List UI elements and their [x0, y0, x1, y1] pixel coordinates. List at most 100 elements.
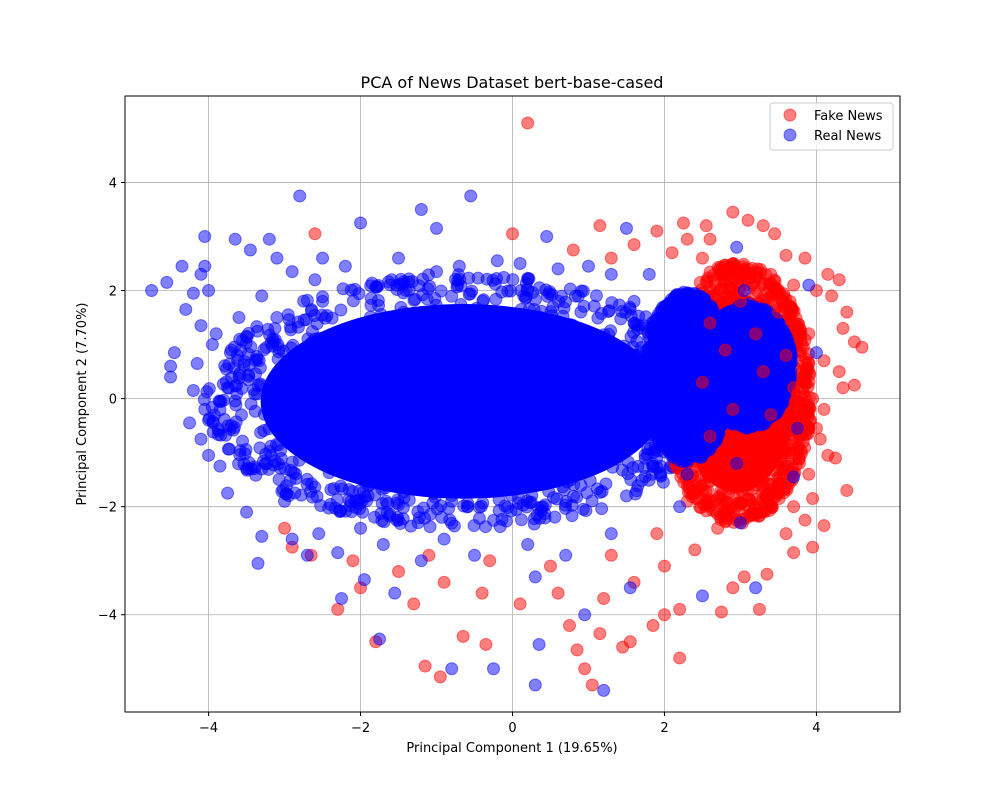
- real-news-point: [190, 356, 204, 370]
- real-news-point: [270, 251, 284, 265]
- fake-news-point: [657, 559, 671, 573]
- fake-news-point: [817, 402, 831, 416]
- real-news-point: [194, 267, 208, 281]
- real-news-point: [461, 499, 475, 513]
- real-news-point: [589, 289, 603, 303]
- fake-news-point: [809, 421, 823, 435]
- x-tick-label: 2: [660, 721, 668, 736]
- real-news-point: [308, 273, 322, 287]
- real-news-point: [489, 272, 503, 286]
- real-news-point: [665, 375, 679, 389]
- real-news-point: [198, 229, 212, 243]
- fake-news-point: [718, 462, 732, 476]
- real-news-point: [663, 416, 677, 430]
- real-news-point: [305, 490, 319, 504]
- real-news-point: [316, 251, 330, 265]
- x-tick-label: −4: [199, 721, 218, 736]
- real-news-point: [528, 570, 542, 584]
- real-news-point: [285, 265, 299, 279]
- fake-news-point: [513, 597, 527, 611]
- real-news-point: [585, 494, 599, 508]
- fake-news-point: [278, 521, 292, 535]
- real-news-point: [626, 461, 640, 475]
- real-news-point: [322, 466, 336, 480]
- real-news-point: [392, 251, 406, 265]
- fake-news-point: [346, 554, 360, 568]
- fake-news-point: [597, 592, 611, 606]
- real-news-point: [477, 293, 491, 307]
- fake-news-point: [840, 483, 854, 497]
- real-news-point: [167, 346, 181, 360]
- real-news-point: [336, 282, 350, 296]
- fake-news-point: [728, 259, 742, 273]
- real-news-point: [550, 466, 564, 480]
- fake-news-point: [418, 659, 432, 673]
- real-news-point: [221, 381, 235, 395]
- real-news-point: [630, 334, 644, 348]
- real-news-point: [445, 516, 459, 530]
- real-news-point: [738, 315, 752, 329]
- fake-news-point: [475, 586, 489, 600]
- fake-news-point: [801, 403, 815, 417]
- fake-news-point: [777, 287, 791, 301]
- fake-news-point: [742, 508, 756, 522]
- fake-news-point: [764, 267, 778, 281]
- real-news-point: [402, 475, 416, 489]
- fake-news-point: [680, 232, 694, 246]
- real-news-point: [597, 683, 611, 697]
- fake-news-point: [506, 227, 519, 241]
- real-news-point: [465, 284, 479, 298]
- real-news-point: [647, 355, 661, 369]
- fake-news-point: [806, 392, 820, 406]
- fake-news-point: [627, 238, 641, 252]
- real-news-point: [239, 329, 253, 343]
- fake-news-point: [593, 219, 607, 233]
- fake-news-point: [779, 348, 793, 362]
- real-news-point: [647, 460, 661, 474]
- real-news-point: [362, 477, 376, 491]
- fake-news-point: [699, 504, 713, 518]
- real-news-point: [454, 298, 468, 312]
- fake-news-point: [749, 271, 763, 285]
- fake-news-point: [817, 519, 831, 533]
- real-news-point: [241, 373, 255, 387]
- fake-news-point: [802, 327, 816, 341]
- fake-news-point: [771, 456, 785, 470]
- real-news-point: [354, 216, 368, 230]
- real-news-point: [787, 470, 801, 484]
- fake-news-point: [726, 402, 740, 416]
- real-news-point: [308, 408, 322, 422]
- real-news-point: [421, 282, 435, 296]
- real-news-point: [290, 423, 304, 437]
- fake-news-point: [730, 496, 744, 510]
- real-news-points: [145, 189, 823, 697]
- real-news-point: [364, 310, 378, 324]
- real-news-point: [525, 313, 539, 327]
- real-news-point: [378, 481, 392, 495]
- real-news-point: [548, 510, 562, 524]
- real-news-point: [790, 421, 804, 435]
- fake-news-point: [585, 678, 599, 692]
- real-news-point: [627, 294, 641, 308]
- real-news-point: [769, 335, 783, 349]
- real-news-point: [194, 319, 208, 333]
- real-news-point: [357, 573, 371, 587]
- real-news-point: [468, 548, 482, 562]
- real-news-point: [394, 300, 408, 314]
- real-news-point: [229, 398, 243, 412]
- y-tick-label: 2: [109, 285, 117, 300]
- real-news-point: [668, 449, 682, 463]
- real-news-point: [604, 527, 618, 541]
- real-news-point: [540, 289, 554, 303]
- fake-news-point: [780, 425, 794, 439]
- real-news-point: [349, 501, 363, 515]
- real-news-point: [749, 581, 763, 595]
- real-news-point: [284, 320, 298, 334]
- real-news-point: [285, 532, 299, 546]
- fake-news-point: [771, 483, 785, 497]
- real-news-point: [623, 581, 637, 595]
- fake-news-point: [676, 216, 690, 230]
- fake-news-point: [840, 305, 854, 319]
- real-news-point: [719, 312, 733, 326]
- fake-news-point: [437, 575, 451, 589]
